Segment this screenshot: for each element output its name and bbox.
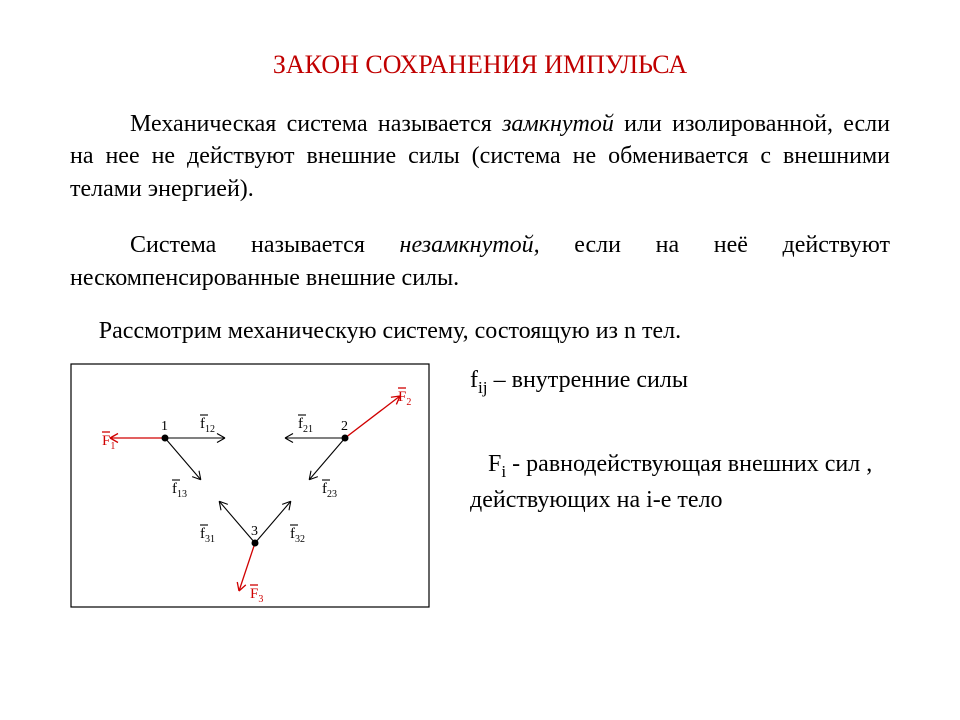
svg-text:f23: f23 [322,481,337,500]
Fi-text-2: действующих на i-е тело [470,487,723,513]
svg-text:f13: f13 [172,481,187,500]
paragraph-open-system: Система называется незамкнутой, если на … [70,229,890,294]
force-diagram: f12f21f13f23f31f32F1F2F3123 [70,363,430,608]
svg-text:F3: F3 [250,586,263,605]
svg-text:1: 1 [161,419,168,434]
svg-text:f32: f32 [290,526,305,545]
Fi-text-1: - равнодействующая внешних сил , [506,451,872,477]
fij-symbol: f [470,367,478,393]
force-diagram-svg: f12f21f13f23f31f32F1F2F3123 [70,363,430,608]
legend-internal-forces: fij – внутренние силы [470,367,890,398]
para2-pre: Система называется [130,232,400,258]
page-title: ЗАКОН СОХРАНЕНИЯ ИМПУЛЬСА [70,50,890,80]
svg-text:f21: f21 [298,416,313,435]
legend-external-forces: Fi - равнодействующая внешних сил , дейс… [470,448,890,518]
svg-text:f12: f12 [200,416,215,435]
fij-sub: ij [478,378,488,397]
para1-em: замкнутой [502,111,614,137]
fij-text: – внутренние силы [488,367,688,393]
Fi-symbol: F [488,451,501,477]
svg-text:3: 3 [251,524,258,539]
paragraph-closed-system: Механическая система называется замкнуто… [70,108,890,205]
svg-text:2: 2 [341,419,348,434]
paragraph-n-bodies: Рассмотрим механическую систему, состоящ… [70,318,890,345]
svg-text:f31: f31 [200,526,215,545]
svg-text:F2: F2 [398,389,411,408]
para2-em: незамкнутой, [400,232,540,258]
para1-pre: Механическая система называется [130,111,502,137]
